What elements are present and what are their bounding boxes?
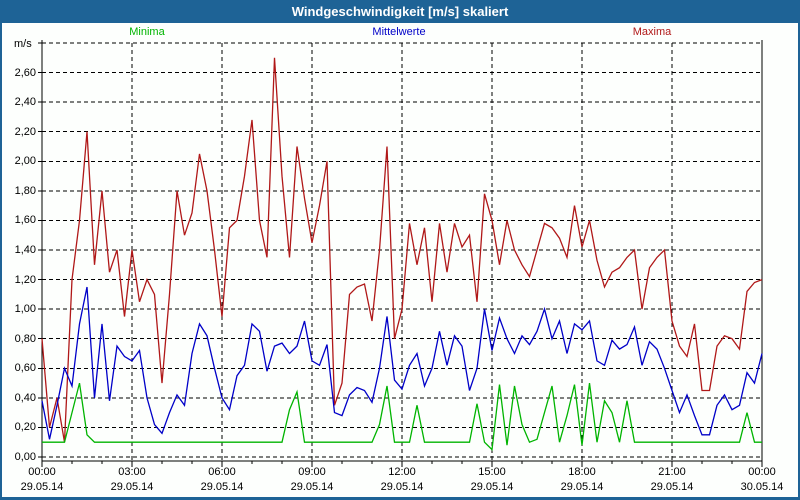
y-axis-tick-label: 0,00 bbox=[14, 451, 36, 463]
y-axis-tick-label: 2,40 bbox=[14, 96, 36, 109]
x-axis-time-label: 00:00 bbox=[748, 466, 776, 478]
x-axis-time-label: 00:00 bbox=[28, 466, 56, 478]
minima-line bbox=[42, 382, 762, 451]
x-axis-time-label: 12:00 bbox=[388, 466, 416, 478]
x-axis-date-label: 30.05.14 bbox=[740, 481, 784, 493]
x-axis-date-label: 29.05.14 bbox=[20, 481, 64, 493]
y-axis-tick-label: 0,60 bbox=[14, 362, 36, 375]
x-axis-date-label: 29.05.14 bbox=[560, 481, 604, 493]
x-axis-time-label: 18:00 bbox=[568, 466, 596, 478]
y-axis-tick-label: 1,80 bbox=[14, 184, 36, 197]
y-axis-unit-label: m/s bbox=[14, 38, 32, 50]
mittelwerte-line bbox=[41, 286, 763, 440]
chart-title: Windgeschwindigkeit [m/s] skaliert bbox=[291, 4, 509, 19]
x-axis-time-label: 09:00 bbox=[298, 466, 326, 478]
y-axis-tick-label: 0,80 bbox=[14, 332, 36, 345]
legend-label-mittelwerte: Mittelwerte bbox=[372, 26, 426, 38]
x-axis-date-label: 29.05.14 bbox=[380, 481, 424, 493]
x-axis-time-label: 06:00 bbox=[208, 466, 236, 478]
x-axis-date-label: 29.05.14 bbox=[290, 481, 334, 493]
maxima-line bbox=[41, 57, 763, 443]
y-axis-tick-label: 0,20 bbox=[14, 421, 36, 434]
x-axis-date-label: 29.05.14 bbox=[650, 481, 694, 493]
x-axis-time-label: 21:00 bbox=[658, 466, 686, 478]
y-axis-tick-label: 1,00 bbox=[14, 303, 36, 316]
x-axis-time-label: 03:00 bbox=[118, 466, 146, 478]
y-axis-tick-label: 2,20 bbox=[14, 125, 36, 138]
y-axis-tick-label: 2,60 bbox=[14, 66, 36, 79]
y-axis-tick-label: 0,40 bbox=[14, 391, 36, 404]
y-axis-tick-label: 1,40 bbox=[14, 244, 36, 256]
y-axis-tick-label: 1,20 bbox=[14, 273, 36, 286]
y-axis-tick-label: 1,60 bbox=[14, 214, 36, 227]
x-axis-date-label: 29.05.14 bbox=[470, 481, 514, 493]
x-axis-date-label: 29.05.14 bbox=[200, 481, 244, 493]
y-axis-tick-label: 2,00 bbox=[14, 155, 36, 168]
legend-label-maxima: Maxima bbox=[632, 26, 672, 38]
x-axis-date-label: 29.05.14 bbox=[110, 481, 154, 493]
legend-label-minima: Minima bbox=[129, 26, 165, 38]
title-bar: Windgeschwindigkeit [m/s] skaliert bbox=[2, 0, 798, 23]
x-axis-time-label: 15:00 bbox=[478, 466, 506, 478]
